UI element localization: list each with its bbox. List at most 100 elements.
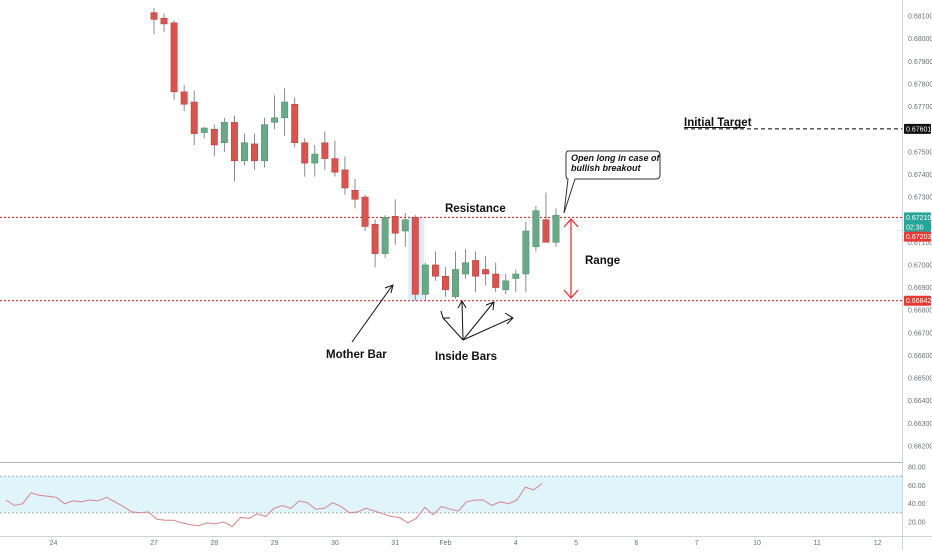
callout-bubble: Open long in case of bullish breakout	[563, 150, 661, 214]
candle-body	[160, 18, 168, 25]
price-tick-label: 0.66300	[908, 421, 932, 428]
time-tick-label: 29	[271, 540, 279, 547]
time-tick-label: 24	[50, 540, 58, 547]
price-tick-label: 0.66700	[908, 330, 932, 337]
candle-body	[431, 264, 439, 277]
candle-body	[210, 128, 218, 146]
rsi-tick-label: 60.00	[908, 483, 926, 490]
price-tick-label: 0.68100	[908, 14, 932, 21]
price-axis: 0.68100 0.68000 0.67900 0.67800 0.67700 0.675…	[908, 14, 932, 451]
candle-body	[391, 216, 399, 234]
price-tag-text: 02:30	[906, 224, 924, 231]
price-tick-label: 0.67800	[908, 81, 932, 88]
candle-body	[522, 230, 530, 275]
level-lines	[0, 128, 902, 302]
candle-body	[331, 158, 339, 173]
candle-body	[341, 169, 349, 189]
rsi-tick-label: 40.00	[908, 501, 926, 508]
candle-body	[532, 210, 540, 248]
rsi-pane: 80.00 60.00 40.00 20.00	[0, 465, 926, 528]
initial-target-label: Initial Target	[684, 117, 752, 129]
candle-body	[220, 122, 228, 143]
price-tags: 0.67601 0.67210 02:30 0.67203 0.66842	[904, 123, 931, 306]
time-tick-label: 30	[331, 540, 339, 547]
price-tag-text: 0.67203	[906, 234, 931, 241]
candlestick-series	[150, 8, 560, 301]
candle-body	[190, 101, 198, 134]
time-axis: 23242728293031Feb4567101112	[50, 540, 882, 547]
time-tick-label: 7	[695, 540, 699, 547]
time-tick-label: 6	[634, 540, 638, 547]
candle-body	[502, 280, 510, 291]
price-tick-label: 0.66600	[908, 353, 932, 360]
candle-body	[311, 153, 319, 164]
candle-body	[170, 22, 178, 93]
price-tick-label: 0.67700	[908, 104, 932, 111]
rsi-tick-label: 80.00	[908, 465, 926, 472]
callout-line-2: bullish breakout	[571, 163, 642, 173]
price-tag-text: 0.67601	[906, 126, 931, 133]
time-tick-label: 31	[391, 540, 399, 547]
price-tick-label: 0.66400	[908, 398, 932, 405]
price-tag: 0.67210	[904, 212, 931, 223]
callout-line-1: Open long in case of	[571, 153, 661, 163]
inside-bars-label: Inside Bars	[435, 351, 497, 363]
price-tag: 0.67203	[904, 231, 931, 242]
inside-bars-arrows	[440, 299, 514, 341]
time-tick-label: 10	[753, 540, 761, 547]
price-tag: 02:30	[904, 221, 931, 232]
candle-body	[552, 214, 560, 243]
rsi-tick-label: 20.00	[908, 520, 926, 527]
candle-body	[301, 142, 309, 164]
rsi-band	[0, 476, 902, 513]
candle-body	[251, 143, 258, 162]
price-tick-label: 0.67500	[908, 149, 932, 156]
time-tick-label: 4	[514, 540, 518, 547]
price-tick-label: 0.67000	[908, 262, 932, 269]
price-tag: 0.66842	[904, 295, 931, 306]
range-arrow	[563, 218, 579, 299]
candle-body	[381, 217, 389, 254]
price-tick-label: 0.67300	[908, 195, 932, 202]
candle-body	[230, 122, 238, 162]
candle-body	[180, 91, 188, 105]
candle-body	[452, 269, 459, 297]
candle-body	[421, 264, 429, 295]
price-tag: 0.67601	[904, 123, 931, 134]
candle-body	[401, 219, 409, 232]
candle-body	[200, 127, 208, 133]
price-tick-label: 0.66900	[908, 285, 932, 292]
price-tag-text: 0.66842	[906, 298, 931, 305]
rsi-line	[5, 483, 543, 528]
candle-body	[442, 276, 449, 291]
time-tick-label: 28	[210, 540, 218, 547]
range-label: Range	[585, 255, 620, 267]
price-tick-label: 0.66200	[908, 444, 932, 451]
candle-body	[411, 217, 419, 295]
candle-body	[472, 260, 480, 277]
price-tick-label: 0.67900	[908, 59, 932, 66]
candle-body	[281, 101, 289, 119]
price-tick-label: 0.68000	[908, 36, 932, 43]
candle-body	[150, 12, 158, 20]
price-tick-label: 0.67400	[908, 172, 932, 179]
time-tick-label: 11	[814, 540, 821, 547]
resistance-label: Resistance	[445, 203, 506, 215]
candle-body	[371, 223, 379, 254]
candle-body	[462, 262, 470, 275]
candle-body	[512, 273, 520, 279]
candle-body	[492, 273, 500, 288]
candle-body	[361, 196, 369, 227]
candle-body	[261, 124, 269, 162]
mother-bar-label: Mother Bar	[326, 349, 387, 361]
price-tick-label: 0.67100	[908, 240, 932, 247]
annotations: Resistance Range Initial Target Mother B…	[326, 117, 752, 363]
time-tick-label: 12	[874, 540, 882, 547]
candle-body	[321, 142, 329, 159]
time-tick-label: 5	[574, 540, 578, 547]
price-tick-label: 0.66800	[908, 308, 932, 315]
mother-bar-arrow	[351, 284, 394, 343]
time-tick-label: 27	[150, 540, 158, 547]
